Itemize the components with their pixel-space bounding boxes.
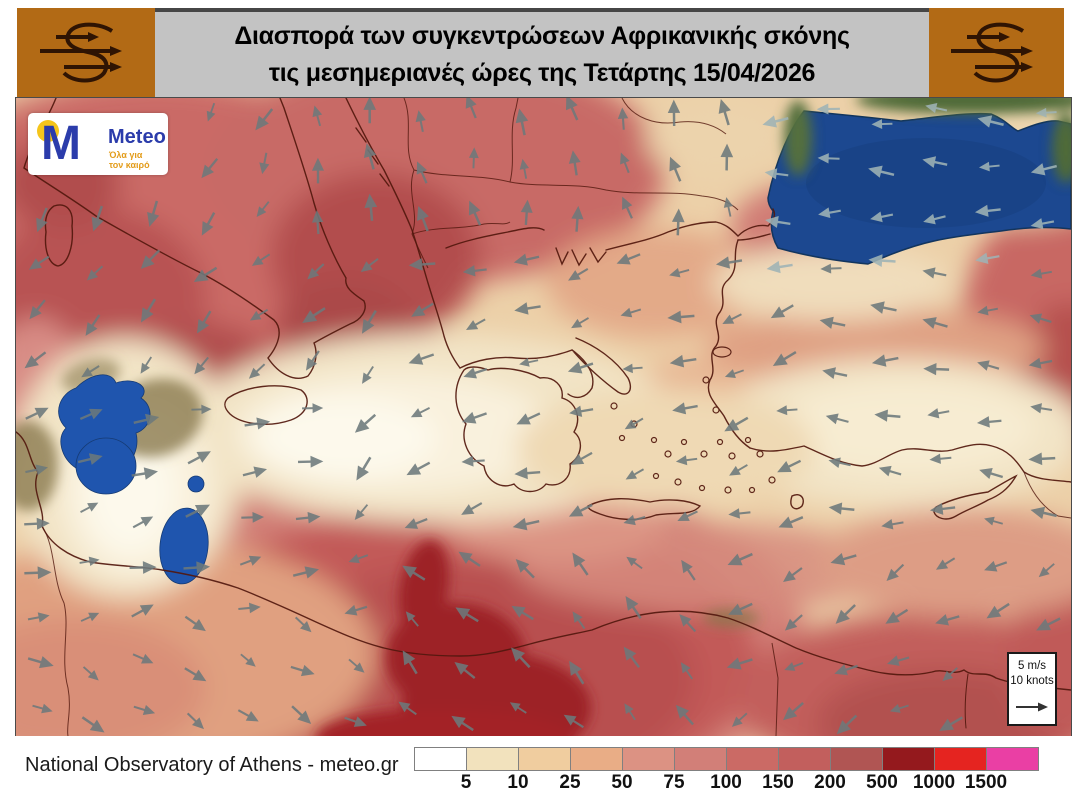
country-borders [41,98,1071,736]
sun-icon [37,120,59,142]
title-line-1: Διασπορά των συγκεντρώσεων Αφρικανικής σ… [234,21,850,50]
title-bar: Διασπορά των συγκεντρώσεων Αφρικανικής σ… [155,8,929,97]
dust-concentration-map: M Meteo Όλα για τον καιρό 5 m/s 10 knots [15,97,1072,737]
wind-scale-knots: 10 knots [1010,675,1054,687]
legend-swatch: 150 [726,747,794,793]
legend-value: 1000 [912,772,956,793]
meteo-m-icon: M [41,117,81,170]
legend-swatch: 1500 [934,747,1007,793]
dust-maximum-blob [316,540,591,736]
wind-scale-ms: 5 m/s [1017,660,1047,672]
attribution-text: National Observatory of Athens - meteo.g… [25,754,399,776]
legend-swatches: 5 10 25 50 75 100 150 200 500 1000 1500 [414,747,1039,793]
green-land-patches [703,98,1071,627]
legend-swatch: 75 [622,747,685,793]
legend-swatch: 500 [830,747,898,793]
title-line-2: τις μεσημεριανές ώρες της Τετάρτης 15/04… [268,58,816,87]
legend-value: 1500 [964,772,1008,793]
skiron-logo-left [17,8,155,97]
legend-swatch: 1000 [882,747,955,793]
legend-value: 50 [611,772,633,793]
legend-value: 5 [460,772,472,793]
footer: National Observatory of Athens - meteo.g… [0,736,1077,795]
meteo-tagline-line2: τον καιρό [109,160,150,170]
legend-swatch: 100 [674,747,742,793]
legend-value: 150 [762,772,794,793]
wind-scale-box: 5 m/s 10 knots [1007,652,1057,726]
wind-arrows [24,98,1061,735]
map-canvas [16,98,1071,736]
legend-value: 500 [866,772,898,793]
meteo-logo: M Meteo Όλα για τον καιρό [28,113,168,175]
legend-swatch: 10 [466,747,529,793]
legend-value: 10 [507,772,529,793]
meteo-brand: Meteo [108,126,166,148]
legend-swatch: 200 [778,747,846,793]
meteo-tagline-line1: Όλα για [109,150,143,160]
legend-swatch: 5 [414,747,471,793]
legend-value: 25 [559,772,581,793]
legend-value: 200 [814,772,846,793]
meteo-tagline: Όλα για τον καιρό [109,150,150,170]
s-arrows-icon [40,22,122,82]
skiron-logo-right [929,8,1064,97]
legend-value: 75 [663,772,685,793]
legend-swatch: 50 [570,747,633,793]
legend-value: 100 [710,772,742,793]
header: Διασπορά των συγκεντρώσεων Αφρικανικής σ… [0,0,1077,97]
salt-lakes [58,374,209,585]
legend-swatch: 25 [518,747,581,793]
s-arrows-icon [950,22,1033,82]
legend-swatch [986,747,1039,771]
wind-scale-arrow-icon [1016,702,1048,712]
